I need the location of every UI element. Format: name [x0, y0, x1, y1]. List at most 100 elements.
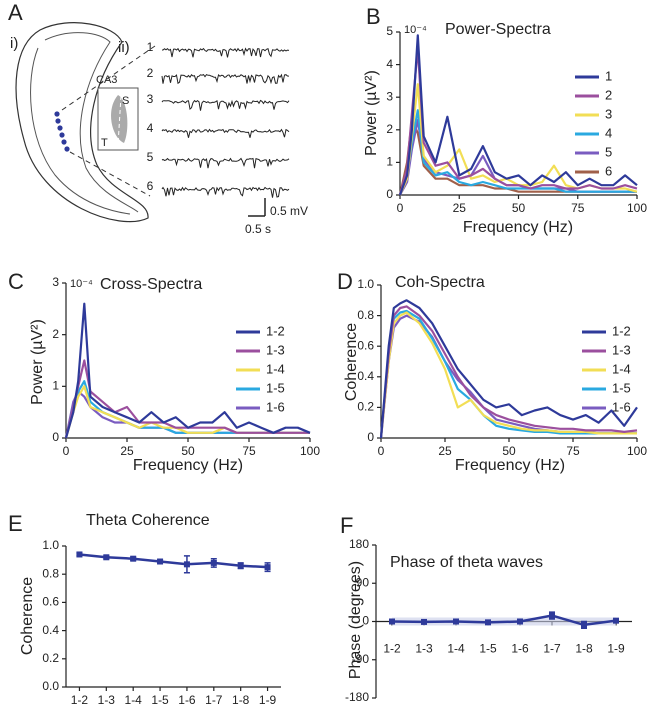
y-tick-label: 1.0 [42, 538, 59, 552]
x-tick-label: 1-4 [447, 642, 465, 656]
legend-label: 1-4 [612, 361, 631, 376]
point [389, 618, 395, 625]
point [421, 618, 427, 625]
y-tick-label: 0 [367, 430, 374, 444]
x-tick-label: 1-4 [125, 693, 143, 707]
x-tick-label: 0 [397, 201, 404, 215]
trace [161, 99, 290, 111]
x-tick-label: 1-2 [71, 693, 89, 707]
guide-line [61, 45, 156, 111]
x-tick-label: 75 [242, 444, 256, 458]
x-tick-label: 1-9 [259, 693, 277, 707]
legend-label: 1-5 [612, 380, 631, 395]
y-tick-label: 0.6 [42, 595, 59, 609]
legend-label: 3 [605, 106, 612, 121]
hippocampus-layer [30, 47, 131, 215]
series-line [399, 118, 637, 196]
legend-label: 2 [605, 87, 612, 102]
x-tick-label: 25 [120, 444, 134, 458]
y-tick-label: 0.2 [357, 400, 374, 414]
point [485, 619, 491, 626]
point [264, 564, 271, 571]
x-tick-label: 100 [627, 444, 647, 458]
series-line [398, 34, 638, 196]
trace-label: 2 [147, 66, 154, 80]
x-tick-label: 1-5 [479, 642, 497, 656]
series-line [64, 302, 311, 439]
x-tick-label: 50 [512, 201, 526, 215]
point [613, 617, 619, 624]
x-tick-label: 100 [627, 201, 647, 215]
x-tick-label: 1-6 [178, 693, 196, 707]
series-line [79, 553, 268, 569]
y-tick-label: 0.2 [42, 651, 59, 665]
y-tick-label: 1.0 [357, 277, 374, 291]
trace-label: 3 [147, 92, 154, 106]
legend-label: 1-6 [612, 399, 631, 414]
y-axis-label: Phase (degrees) [347, 561, 364, 679]
series-line [379, 311, 637, 439]
trace-label: 4 [147, 121, 154, 135]
point [183, 561, 190, 568]
y-axis-label: Coherence [19, 577, 36, 655]
guide-line [69, 151, 151, 197]
trace-label: 6 [147, 179, 154, 193]
y-tick-label: 0.0 [42, 679, 59, 693]
panel-letter: E [8, 511, 23, 536]
x-tick-label: 0 [63, 444, 70, 458]
x-tick-label: 1-5 [151, 693, 169, 707]
x-tick-label: 1-3 [98, 693, 116, 707]
y-axis-label: Power (µV²) [363, 70, 380, 156]
x-tick-label: 25 [453, 201, 467, 215]
hippocampus-layer [44, 32, 139, 213]
x-tick-label: 1-7 [205, 693, 223, 707]
panel-letter: B [366, 4, 381, 29]
legend-label: 1-2 [266, 323, 285, 338]
x-axis-label: Frequency (Hz) [463, 219, 573, 236]
x-tick-label: 50 [181, 444, 195, 458]
label: ii) [118, 39, 130, 56]
x-tick-label: 25 [438, 444, 452, 458]
y-tick-label: 2 [386, 122, 393, 136]
y-tick-label: 0.8 [42, 566, 59, 580]
y-tick-label: 0.6 [357, 338, 374, 352]
point [157, 558, 164, 565]
x-tick-label: 100 [300, 444, 320, 458]
point [130, 555, 137, 562]
scale-label: 0.5 s [245, 222, 271, 236]
legend-label: 1-3 [612, 342, 631, 357]
label: i) [10, 35, 18, 52]
x-tick-label: 75 [571, 201, 585, 215]
y-tick-label: 0.4 [357, 369, 374, 383]
point [103, 554, 110, 561]
panel-letter: D [337, 269, 353, 294]
y-tick-label: -90 [352, 652, 370, 666]
y-tick-label: 90 [356, 575, 370, 589]
y-axis-label: Power (µV²) [29, 319, 46, 405]
x-tick-label: 0 [378, 444, 385, 458]
legend-label: 1-4 [266, 361, 285, 376]
x-tick-label: 50 [502, 444, 516, 458]
trace [161, 186, 290, 198]
legend-label: 1-5 [266, 380, 285, 395]
chart-title: Cross-Spectra [100, 276, 202, 293]
legend-label: 1-2 [612, 323, 631, 338]
chart-title: Power-Spectra [445, 21, 551, 38]
inset-line [117, 95, 122, 146]
series-line [398, 109, 637, 196]
point [237, 562, 244, 569]
legend-label: 6 [605, 163, 612, 178]
series-line [398, 118, 637, 196]
panel-letter: C [8, 269, 24, 294]
legend-label: 1 [605, 68, 612, 83]
y-tick-label: 180 [349, 537, 369, 551]
trace [162, 47, 290, 58]
x-tick-label: 1-6 [511, 642, 529, 656]
y-multiplier: 10⁻⁴ [404, 24, 427, 36]
label: S [122, 95, 129, 107]
y-tick-label: -180 [345, 690, 369, 704]
legend-label: 5 [605, 144, 612, 159]
scale-label: 0.5 mV [270, 204, 308, 218]
